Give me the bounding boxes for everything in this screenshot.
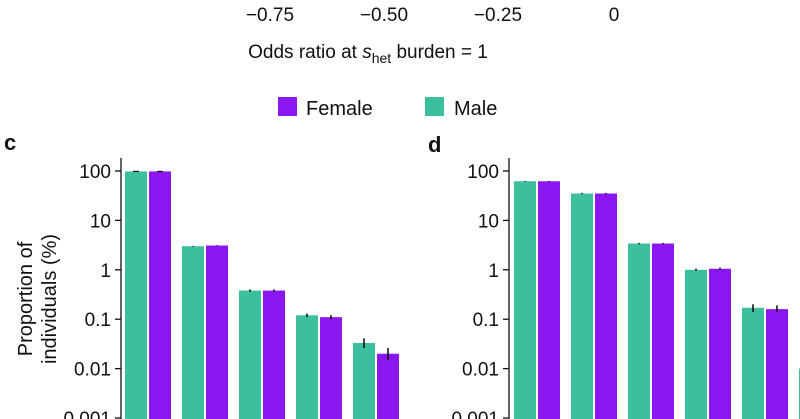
- y-tick-label: 1: [100, 261, 111, 282]
- top-axis-tick: −0.75: [246, 5, 294, 26]
- y-tick-label: 0.001: [63, 409, 111, 419]
- y-tick-label: 1: [488, 261, 499, 282]
- bar-female: [263, 290, 285, 419]
- y-axis-label-line1: Proportion of: [15, 241, 37, 356]
- top-axis-tick: 0: [609, 5, 620, 26]
- bar-female: [149, 171, 171, 419]
- y-tick-label: 0.1: [85, 310, 111, 331]
- bar-male: [742, 307, 764, 419]
- y-tick-label: 100: [467, 162, 499, 183]
- top-axis-tick: −0.50: [360, 5, 408, 26]
- y-tick-label: 100: [79, 162, 111, 183]
- legend-female-label: Female: [306, 98, 373, 120]
- y-tick-label: 10: [478, 211, 499, 232]
- top-axis-label: Odds ratio at shet burden = 1: [248, 42, 488, 66]
- y-tick-label: 0.01: [462, 360, 499, 381]
- legend-male-label: Male: [454, 98, 497, 120]
- bar-female: [377, 353, 399, 419]
- bar-male: [239, 290, 261, 419]
- bar-female: [709, 268, 731, 419]
- panel-letter-d: d: [428, 132, 441, 157]
- y-tick-label: 0.1: [473, 310, 499, 331]
- bar-female: [766, 309, 788, 419]
- bar-male: [628, 243, 650, 419]
- panel-d-chart: 100 10 1 0.1 0.01 0.001: [451, 158, 800, 419]
- y-axis-label-line2: individuals (%): [39, 234, 61, 364]
- bar-male: [514, 181, 536, 419]
- panel-c-chart: 100 10 1 0.1 0.01 0.001: [63, 158, 399, 419]
- legend: Female Male: [278, 97, 497, 120]
- y-tick-label: 0.01: [74, 360, 111, 381]
- bar-female: [320, 317, 342, 419]
- bar-male: [353, 342, 375, 419]
- bar-female: [652, 243, 674, 419]
- bar-female: [538, 181, 560, 419]
- top-axis: −0.75 −0.50 −0.25 0 Odds ratio at shet b…: [246, 5, 619, 66]
- bar-male: [571, 193, 593, 419]
- bar-female: [595, 193, 617, 419]
- panel-letter-c: c: [4, 130, 16, 155]
- legend-male-swatch: [425, 97, 444, 116]
- y-tick-label: 0.001: [451, 409, 499, 419]
- bar-male: [125, 171, 147, 419]
- top-axis-tick: −0.25: [474, 5, 522, 26]
- bar-male: [296, 315, 318, 419]
- bar-male: [182, 246, 204, 419]
- y-tick-label: 10: [90, 211, 111, 232]
- legend-female-swatch: [278, 97, 297, 116]
- bar-male: [685, 269, 707, 419]
- bar-female: [206, 245, 228, 419]
